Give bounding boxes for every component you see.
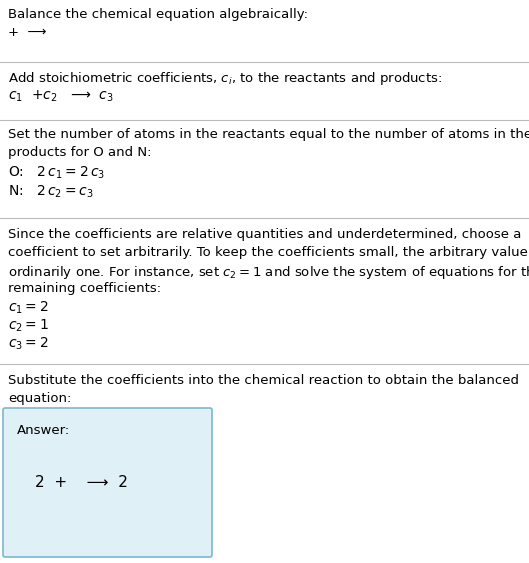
Text: $c_1$  +$c_2$   ⟶  $c_3$: $c_1$ +$c_2$ ⟶ $c_3$	[8, 89, 114, 104]
Text: O:   $2\,c_1 = 2\,c_3$: O: $2\,c_1 = 2\,c_3$	[8, 165, 105, 181]
Text: Answer:: Answer:	[17, 424, 70, 437]
Text: Since the coefficients are relative quantities and underdetermined, choose a: Since the coefficients are relative quan…	[8, 228, 522, 241]
Text: $c_1 = 2$: $c_1 = 2$	[8, 300, 49, 316]
Text: Set the number of atoms in the reactants equal to the number of atoms in the: Set the number of atoms in the reactants…	[8, 128, 529, 141]
Text: ordinarily one. For instance, set $c_2 = 1$ and solve the system of equations fo: ordinarily one. For instance, set $c_2 =…	[8, 264, 529, 281]
Text: 2  +    ⟶  2: 2 + ⟶ 2	[35, 475, 128, 490]
Text: N:   $2\,c_2 = c_3$: N: $2\,c_2 = c_3$	[8, 184, 94, 200]
Text: $c_3 = 2$: $c_3 = 2$	[8, 336, 49, 352]
FancyBboxPatch shape	[3, 408, 212, 557]
Text: coefficient to set arbitrarily. To keep the coefficients small, the arbitrary va: coefficient to set arbitrarily. To keep …	[8, 246, 529, 259]
Text: Add stoichiometric coefficients, $c_i$, to the reactants and products:: Add stoichiometric coefficients, $c_i$, …	[8, 70, 442, 87]
Text: remaining coefficients:: remaining coefficients:	[8, 282, 161, 295]
Text: equation:: equation:	[8, 392, 71, 405]
Text: Substitute the coefficients into the chemical reaction to obtain the balanced: Substitute the coefficients into the che…	[8, 374, 519, 387]
Text: Balance the chemical equation algebraically:: Balance the chemical equation algebraica…	[8, 8, 308, 21]
Text: products for O and N:: products for O and N:	[8, 146, 151, 159]
Text: $c_2 = 1$: $c_2 = 1$	[8, 318, 49, 334]
Text: +  ⟶: + ⟶	[8, 26, 47, 39]
